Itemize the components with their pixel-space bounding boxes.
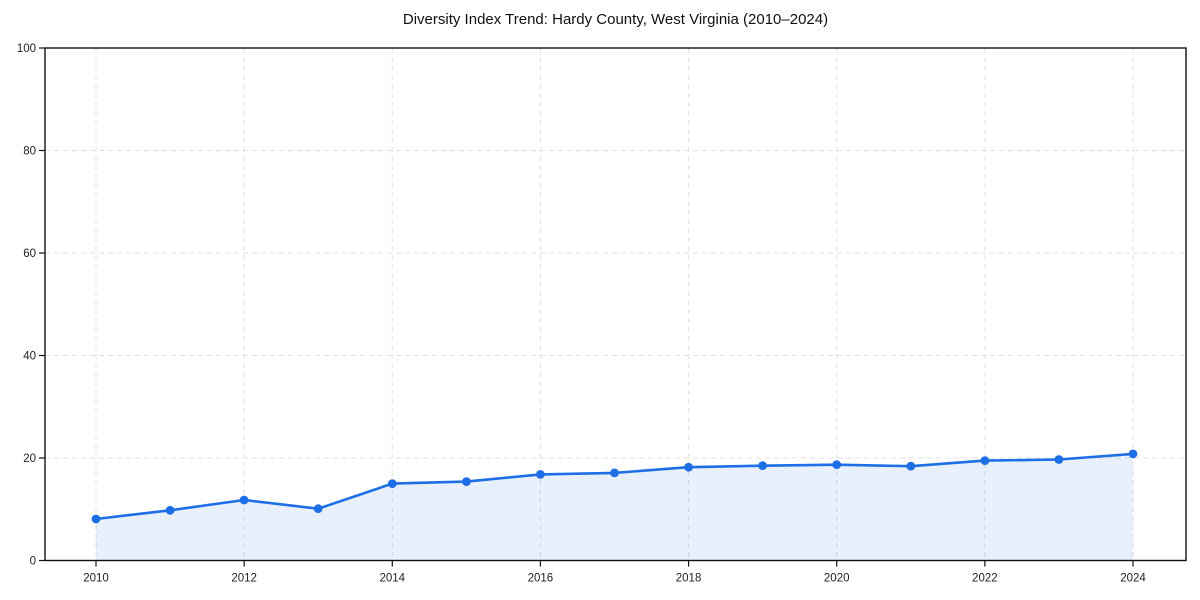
x-tick-label: 2018 xyxy=(676,573,702,585)
x-tick-label: 2020 xyxy=(824,573,850,585)
y-tick-label: 100 xyxy=(17,43,36,55)
y-tick-label: 0 xyxy=(30,556,36,568)
data-point-marker xyxy=(1054,455,1064,464)
plot-border xyxy=(44,47,1187,562)
data-point-marker xyxy=(980,456,990,465)
data-point-marker xyxy=(610,468,619,478)
data-point-marker xyxy=(239,495,249,505)
data-point-marker xyxy=(1128,449,1138,459)
data-point-marker xyxy=(906,461,916,471)
data-point-marker xyxy=(758,461,767,471)
data-point-marker xyxy=(684,462,693,472)
y-tick-label: 40 xyxy=(23,351,36,363)
y-tick-label: 80 xyxy=(23,146,36,158)
data-point-marker xyxy=(387,479,397,488)
x-tick-label: 2022 xyxy=(972,573,998,585)
x-tick-label: 2024 xyxy=(1120,573,1146,585)
x-tick-label: 2016 xyxy=(528,573,554,585)
data-point-marker xyxy=(313,504,323,514)
data-point-marker xyxy=(91,514,101,524)
chart-title: Diversity Index Trend: Hardy County, Wes… xyxy=(402,11,829,28)
series-area-fill xyxy=(96,453,1133,561)
data-point-marker xyxy=(536,470,545,479)
y-tick-label: 20 xyxy=(23,453,36,465)
x-tick-label: 2012 xyxy=(231,573,257,585)
data-point-marker xyxy=(832,460,842,470)
x-tick-label: 2010 xyxy=(83,573,109,585)
data-point-marker xyxy=(462,477,471,486)
data-point-marker xyxy=(165,505,175,515)
y-tick-label: 60 xyxy=(23,248,36,260)
x-tick-label: 2014 xyxy=(379,573,405,585)
